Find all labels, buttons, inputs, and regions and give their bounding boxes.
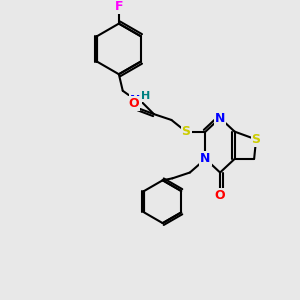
- Text: S: S: [252, 133, 261, 146]
- Text: N: N: [200, 152, 211, 165]
- Text: O: O: [128, 97, 139, 110]
- Text: O: O: [215, 189, 225, 203]
- Text: S: S: [182, 125, 190, 138]
- Text: N: N: [130, 94, 141, 107]
- Text: N: N: [215, 112, 225, 124]
- Text: H: H: [142, 91, 151, 100]
- Text: F: F: [115, 0, 123, 13]
